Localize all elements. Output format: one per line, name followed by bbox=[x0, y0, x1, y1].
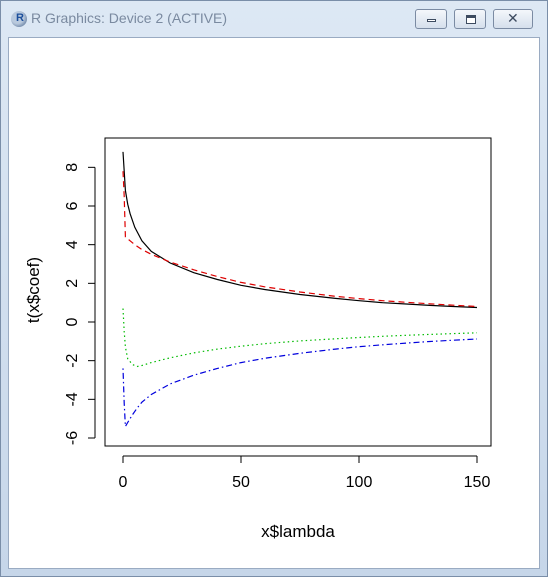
series-line-2 bbox=[122, 171, 478, 308]
series-group bbox=[122, 151, 478, 429]
y-tick-label: 6 bbox=[64, 201, 81, 210]
y-tick-label: -4 bbox=[64, 392, 81, 406]
series-line-4 bbox=[122, 338, 478, 429]
y-tick-label: -2 bbox=[64, 353, 81, 367]
minimize-icon bbox=[427, 19, 436, 22]
maximize-button[interactable] bbox=[454, 9, 486, 29]
plot-box bbox=[104, 137, 492, 447]
title-bar[interactable]: R R Graphics: Device 2 (ACTIVE) ✕ bbox=[1, 1, 547, 37]
graphics-device-area: 0 50 100 150 -6 -4 -2 0 2 4 6 8 x$lambda t(x$coef) bbox=[8, 37, 540, 569]
x-tick-label: 150 bbox=[464, 474, 491, 491]
x-axis: 0 50 100 150 bbox=[119, 455, 491, 491]
series-line-1 bbox=[122, 151, 478, 309]
minimize-button[interactable] bbox=[415, 9, 447, 29]
y-tick-label: 4 bbox=[64, 240, 81, 249]
plot-svg: 0 50 100 150 -6 -4 -2 0 2 4 6 8 x$lambda t(x$coef) bbox=[24, 137, 492, 541]
y-tick-label: 8 bbox=[64, 163, 81, 172]
y-axis: -6 -4 -2 0 2 4 6 8 bbox=[64, 163, 96, 445]
x-tick-label: 0 bbox=[119, 474, 128, 491]
close-button[interactable]: ✕ bbox=[493, 9, 533, 29]
x-tick-label: 50 bbox=[232, 474, 250, 491]
y-tick-label: 0 bbox=[64, 317, 81, 326]
maximize-icon bbox=[466, 15, 476, 24]
r-logo-icon[interactable]: R bbox=[11, 11, 27, 27]
y-axis-label: t(x$coef) bbox=[24, 257, 43, 323]
y-tick-label: 2 bbox=[64, 279, 81, 288]
x-axis-label: x$lambda bbox=[261, 522, 335, 541]
window-title: R Graphics: Device 2 (ACTIVE) bbox=[31, 10, 228, 26]
series-line-3 bbox=[122, 308, 478, 368]
close-icon: ✕ bbox=[507, 11, 519, 27]
y-tick-label: -6 bbox=[64, 431, 81, 445]
x-tick-label: 100 bbox=[346, 474, 373, 491]
